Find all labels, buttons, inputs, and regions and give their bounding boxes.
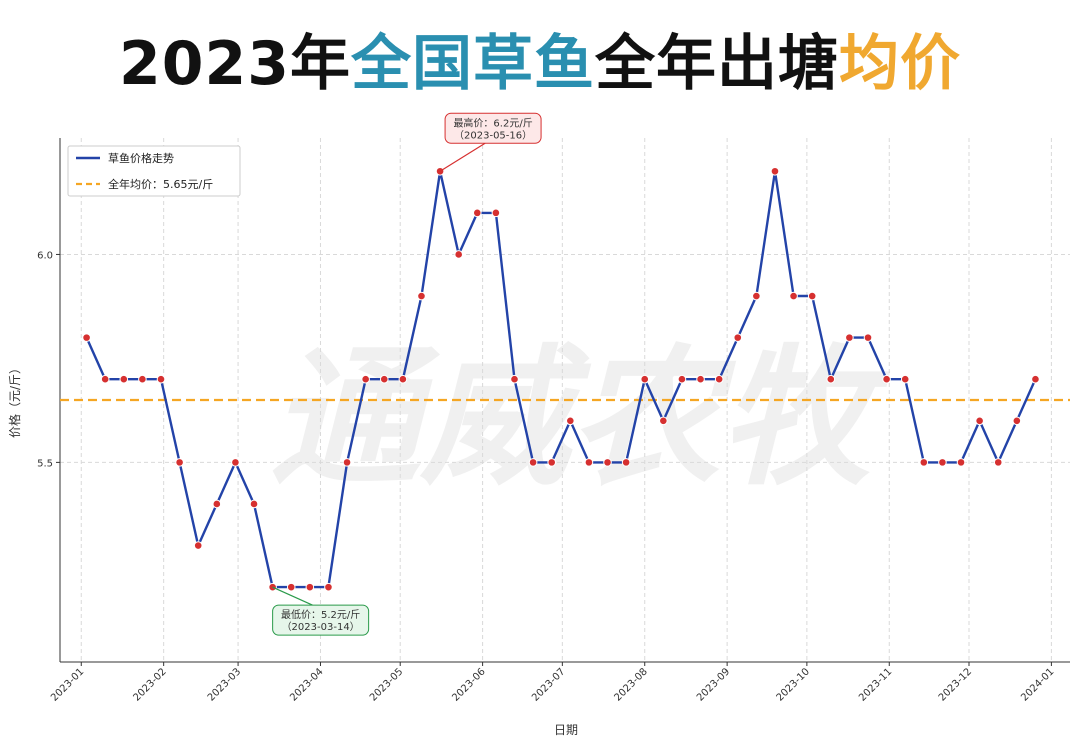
x-tick-label: 2023-12	[937, 666, 974, 703]
title-part-period: 全年出塘	[595, 29, 839, 99]
x-tick-label: 2023-11	[857, 666, 894, 703]
min-price-annotation-text: 最低价：5.2元/斤	[281, 608, 360, 621]
price-point	[138, 374, 147, 384]
price-point	[752, 291, 761, 301]
x-tick-label: 2023-09	[695, 666, 732, 703]
legend-series-label: 草鱼价格走势	[108, 151, 174, 165]
x-tick-label: 2023-05	[368, 666, 405, 703]
price-point	[193, 541, 203, 550]
title-part-avg: 均价	[839, 29, 961, 99]
price-point	[417, 291, 426, 301]
price-point	[547, 458, 557, 467]
price-point	[82, 333, 91, 342]
watermark-text: 通威农牧	[270, 332, 891, 506]
x-tick-label: 2023-03	[206, 666, 243, 703]
min-price-annotation-box	[272, 604, 370, 636]
max-price-annotation-box	[444, 112, 542, 144]
price-point	[733, 333, 743, 342]
max-price-annotation-arrow	[439, 142, 486, 172]
legend-box	[67, 145, 241, 197]
x-tick-label: 2023-04	[288, 666, 325, 703]
price-point	[714, 374, 724, 384]
legend-mean-label: 全年均价：5.65元/斤	[108, 177, 213, 191]
price-point	[621, 458, 631, 467]
x-tick-label: 2024-01	[1019, 666, 1056, 703]
x-axis-label: 日期	[554, 723, 578, 737]
price-point	[696, 374, 705, 384]
price-point	[100, 374, 110, 384]
min-price-annotation-date: （2023-03-14）	[282, 621, 360, 633]
title-part-subject: 全国草鱼	[351, 29, 595, 99]
price-point	[993, 458, 1003, 467]
x-tick-label: 2023-08	[613, 666, 650, 703]
price-point	[1012, 416, 1022, 426]
price-point	[789, 291, 798, 301]
price-point	[472, 208, 482, 218]
price-point	[919, 458, 929, 467]
plot-area	[60, 166, 1070, 592]
x-tick-label: 2023-01	[49, 666, 86, 703]
price-point	[677, 374, 687, 384]
price-point	[584, 458, 594, 467]
price-point	[361, 374, 370, 384]
max-price-annotation-text: 最高价：6.2元/斤	[453, 116, 532, 129]
price-point	[454, 250, 463, 259]
price-point	[324, 582, 333, 592]
annotations: 最高价：6.2元/斤（2023-05-16） 最低价：5.2元/斤（2023-03…	[272, 112, 542, 636]
price-point	[770, 166, 780, 176]
price-series-line	[85, 170, 1037, 589]
x-tick-label: 2023-02	[131, 666, 168, 703]
title-part-year: 2023年	[119, 29, 351, 99]
price-point	[398, 374, 408, 384]
price-point	[379, 374, 389, 384]
x-tick-label: 2023-07	[530, 666, 567, 703]
max-price-annotation-date: （2023-05-16）	[454, 129, 532, 141]
price-point	[603, 458, 612, 467]
price-point	[807, 291, 817, 301]
price-point	[249, 499, 259, 509]
price-point	[212, 499, 222, 509]
x-tick-label: 2023-10	[775, 666, 812, 703]
y-axis-label: 价格（元/斤）	[7, 362, 22, 438]
price-point	[510, 374, 519, 384]
price-point	[566, 416, 575, 426]
price-point	[826, 374, 836, 384]
price-point	[882, 374, 891, 384]
price-point	[900, 374, 910, 384]
price-point	[175, 458, 184, 467]
price-point	[156, 374, 166, 384]
price-point	[938, 458, 947, 467]
price-point	[491, 208, 501, 218]
price-point	[1031, 374, 1040, 384]
price-point	[231, 458, 240, 467]
y-tick-label: 5.5	[37, 458, 53, 469]
price-point	[528, 458, 538, 467]
price-point	[342, 458, 352, 467]
price-point	[863, 333, 873, 342]
price-point	[286, 582, 296, 592]
price-point	[956, 458, 966, 467]
price-point	[659, 416, 668, 426]
price-point	[975, 416, 984, 426]
x-tick-label: 2023-06	[450, 666, 487, 703]
price-point	[845, 333, 854, 342]
price-point	[640, 374, 650, 384]
chart-title: 2023年全国草鱼全年出塘均价	[0, 28, 1080, 100]
min-price-annotation-arrow	[272, 586, 313, 606]
price-point	[119, 374, 129, 384]
price-point	[305, 582, 315, 592]
y-tick-label: 6.0	[37, 250, 53, 261]
